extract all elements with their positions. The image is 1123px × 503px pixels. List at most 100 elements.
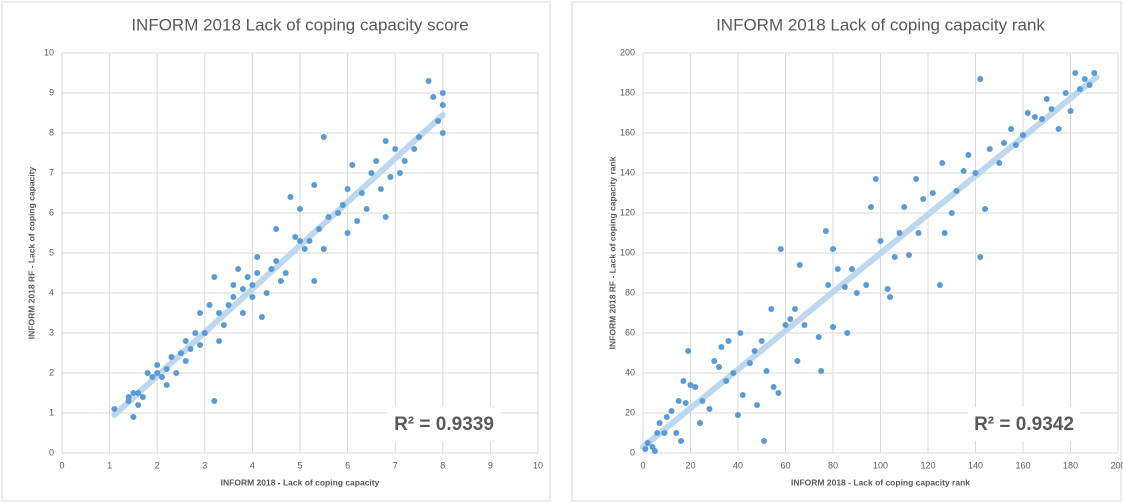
annotation-box <box>968 407 1080 441</box>
data-point <box>642 446 649 452</box>
data-point <box>644 440 651 446</box>
data-point <box>325 214 332 220</box>
data-point <box>770 384 777 390</box>
data-point <box>763 368 770 374</box>
data-point <box>868 204 874 210</box>
data-point <box>206 302 213 308</box>
data-point <box>163 366 170 372</box>
data-point <box>1086 82 1093 88</box>
data-point <box>435 118 442 124</box>
data-point <box>1072 70 1079 76</box>
data-point <box>358 190 365 196</box>
y-tick-label: 60 <box>625 327 635 337</box>
data-point <box>368 170 375 176</box>
x-tick-label: 120 <box>920 460 935 470</box>
y-tick-label: 80 <box>625 287 635 297</box>
data-point <box>163 382 170 388</box>
data-point <box>730 370 737 376</box>
x-tick-label: 4 <box>250 460 255 470</box>
data-point <box>387 174 394 180</box>
data-point <box>1020 132 1026 138</box>
data-point <box>996 160 1003 166</box>
data-point <box>297 206 303 212</box>
data-point <box>1091 70 1098 76</box>
data-point <box>187 346 194 352</box>
data-point <box>235 266 242 272</box>
data-point <box>782 322 789 328</box>
data-point <box>249 282 256 288</box>
data-point <box>239 286 246 292</box>
data-point <box>948 210 955 216</box>
data-point <box>656 420 663 426</box>
data-point <box>697 420 703 426</box>
data-point <box>1048 106 1055 112</box>
data-point <box>822 228 829 234</box>
y-tick-label: 5 <box>49 247 54 257</box>
y-tick-label: 2 <box>49 367 54 377</box>
data-point <box>758 338 765 344</box>
data-point <box>913 176 920 182</box>
data-point <box>896 230 903 236</box>
data-point <box>111 406 118 412</box>
data-point <box>201 330 208 336</box>
data-point <box>915 230 922 236</box>
data-point <box>254 254 261 260</box>
x-tick-label: 2 <box>155 460 160 470</box>
data-point <box>663 414 670 420</box>
x-tick-label: 5 <box>297 460 302 470</box>
data-point <box>906 252 912 258</box>
r-squared: R² = 0.9339 <box>394 414 494 435</box>
data-point <box>254 270 261 276</box>
trendline <box>111 112 446 418</box>
data-point <box>751 348 758 354</box>
data-point <box>1043 96 1050 102</box>
x-tick-label: 40 <box>733 460 743 470</box>
data-point <box>197 310 204 316</box>
data-point <box>282 270 289 276</box>
data-point <box>135 390 142 396</box>
data-point <box>872 176 879 182</box>
data-point <box>439 130 446 136</box>
data-point <box>1081 76 1088 82</box>
data-point <box>977 76 984 82</box>
y-tick-label: 200 <box>620 47 635 57</box>
data-point <box>825 282 832 288</box>
data-point <box>430 94 437 100</box>
data-point <box>1024 110 1031 116</box>
data-point <box>818 368 825 374</box>
x-tick-label: 0 <box>59 460 64 470</box>
data-point <box>746 360 753 366</box>
y-axis-label: INFORM 2018 RF - Lack of coping capacity <box>26 167 36 340</box>
data-point <box>268 266 275 272</box>
data-point <box>1062 90 1069 96</box>
y-tick-label: 1 <box>49 407 54 417</box>
x-tick-label: 7 <box>393 460 398 470</box>
data-point <box>401 158 408 164</box>
data-point <box>891 254 898 260</box>
data-point <box>718 344 725 350</box>
data-point <box>211 274 218 280</box>
data-point <box>125 394 132 400</box>
data-point <box>939 160 946 166</box>
data-point <box>363 206 370 212</box>
data-point <box>178 350 184 356</box>
data-point <box>853 290 860 296</box>
data-point <box>311 182 318 188</box>
data-point <box>1067 108 1074 114</box>
x-tick-label: 160 <box>1015 460 1030 470</box>
data-point <box>768 306 775 312</box>
data-point <box>815 334 822 340</box>
data-point <box>311 278 318 284</box>
data-point <box>739 392 746 398</box>
data-point <box>211 398 218 404</box>
y-tick-label: 160 <box>620 127 635 137</box>
x-tick-label: 100 <box>873 460 888 470</box>
data-point <box>792 306 798 312</box>
data-point <box>685 348 692 354</box>
y-tick-label: 6 <box>49 207 54 217</box>
data-point <box>263 290 270 296</box>
data-point <box>682 400 689 406</box>
data-point <box>1039 116 1045 122</box>
data-point <box>737 330 744 336</box>
